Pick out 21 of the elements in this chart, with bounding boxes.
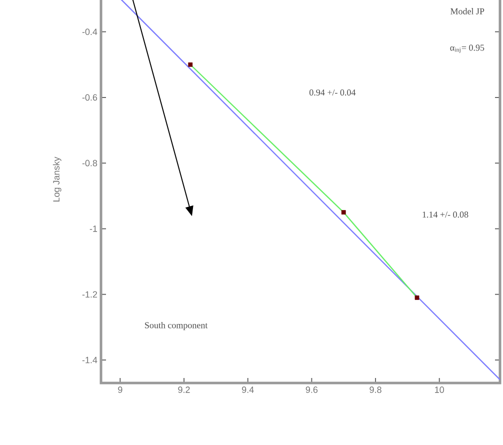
x-tick-label: 9.6 xyxy=(306,386,318,393)
point xyxy=(341,210,346,215)
x-tick-label: 10 xyxy=(435,386,444,393)
annotation: α$_{inj}$= 0.95 xyxy=(450,44,484,53)
y-tick-label: -1.4 xyxy=(82,356,98,364)
point xyxy=(188,62,193,67)
y-tick-label: -1 xyxy=(90,226,98,232)
annotation: South component xyxy=(145,322,208,330)
x-tick-label: 9.2 xyxy=(178,386,190,393)
y-tick-label: -0.8 xyxy=(82,160,98,166)
annotation: 0.94 +/- 0.04 xyxy=(309,89,356,96)
y-axis-title: Log Jansky xyxy=(52,156,62,202)
point xyxy=(414,295,420,300)
x-tick-label: 9 xyxy=(118,386,122,393)
x-tick-label: 9.8 xyxy=(370,386,382,393)
x-tick-label: 9.4 xyxy=(242,386,254,393)
annotation: 1.14 +/- 0.08 xyxy=(422,212,468,218)
y-tick-label: -1.2 xyxy=(82,291,98,298)
y-tick-label: -0.4 xyxy=(82,28,98,35)
annotation: Model JP xyxy=(450,8,484,14)
y-tick-label: -0.6 xyxy=(82,94,98,101)
